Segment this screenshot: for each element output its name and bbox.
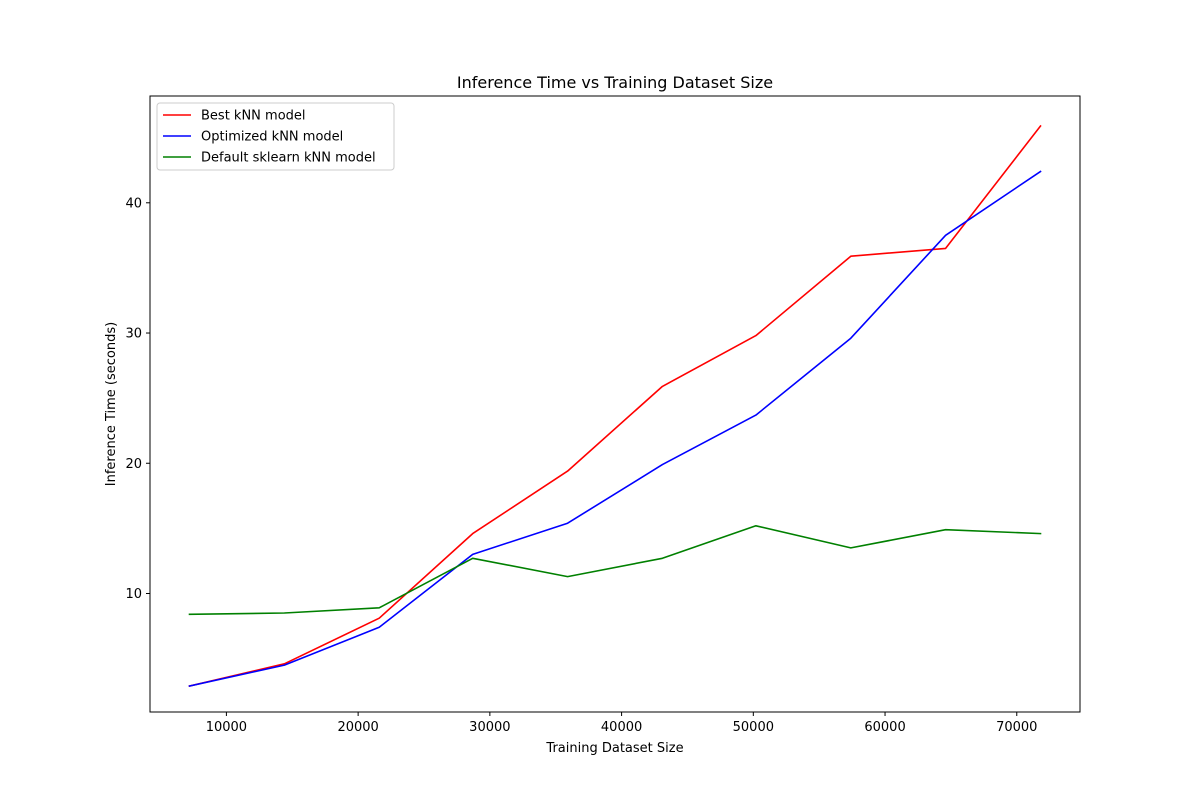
legend-label-optimized-knn-model: Optimized kNN model [201, 130, 343, 145]
y-axis: 10 20 30 40 [125, 196, 150, 602]
y-axis-label: Inference Time (seconds) [104, 322, 119, 486]
y-tick-label: 20 [125, 457, 142, 472]
legend: Best kNN model Optimized kNN model Default… [156, 102, 395, 171]
legend-box [156, 102, 395, 171]
series-layer [188, 124, 1042, 687]
x-tick-label: 50000 [733, 720, 774, 735]
x-tick-label: 40000 [601, 720, 642, 735]
x-tick-label: 30000 [469, 720, 510, 735]
series-line-optimized-knn-model [188, 170, 1042, 687]
plot-frame [149, 95, 1081, 713]
x-tick-label: 10000 [206, 720, 247, 735]
chart-title: Inference Time vs Training Dataset Size [457, 73, 773, 92]
y-tick-label: 30 [125, 327, 142, 342]
x-tick-label: 60000 [864, 720, 905, 735]
x-axis-label: Training Dataset Size [545, 741, 683, 756]
x-tick-label: 20000 [337, 720, 378, 735]
legend-label-best-knn-model: Best kNN model [201, 109, 306, 124]
legend-label-default-sklearn-knn-model: Default sklearn kNN model [201, 151, 376, 166]
x-axis: 10000 20000 30000 40000 50000 60000 70000 [206, 712, 1037, 735]
y-tick-label: 40 [125, 196, 142, 211]
series-line-default-sklearn-knn-model [188, 524, 1042, 616]
series-line-best-knn-model [188, 124, 1042, 687]
x-tick-label: 70000 [996, 720, 1037, 735]
y-tick-label: 10 [125, 587, 142, 602]
